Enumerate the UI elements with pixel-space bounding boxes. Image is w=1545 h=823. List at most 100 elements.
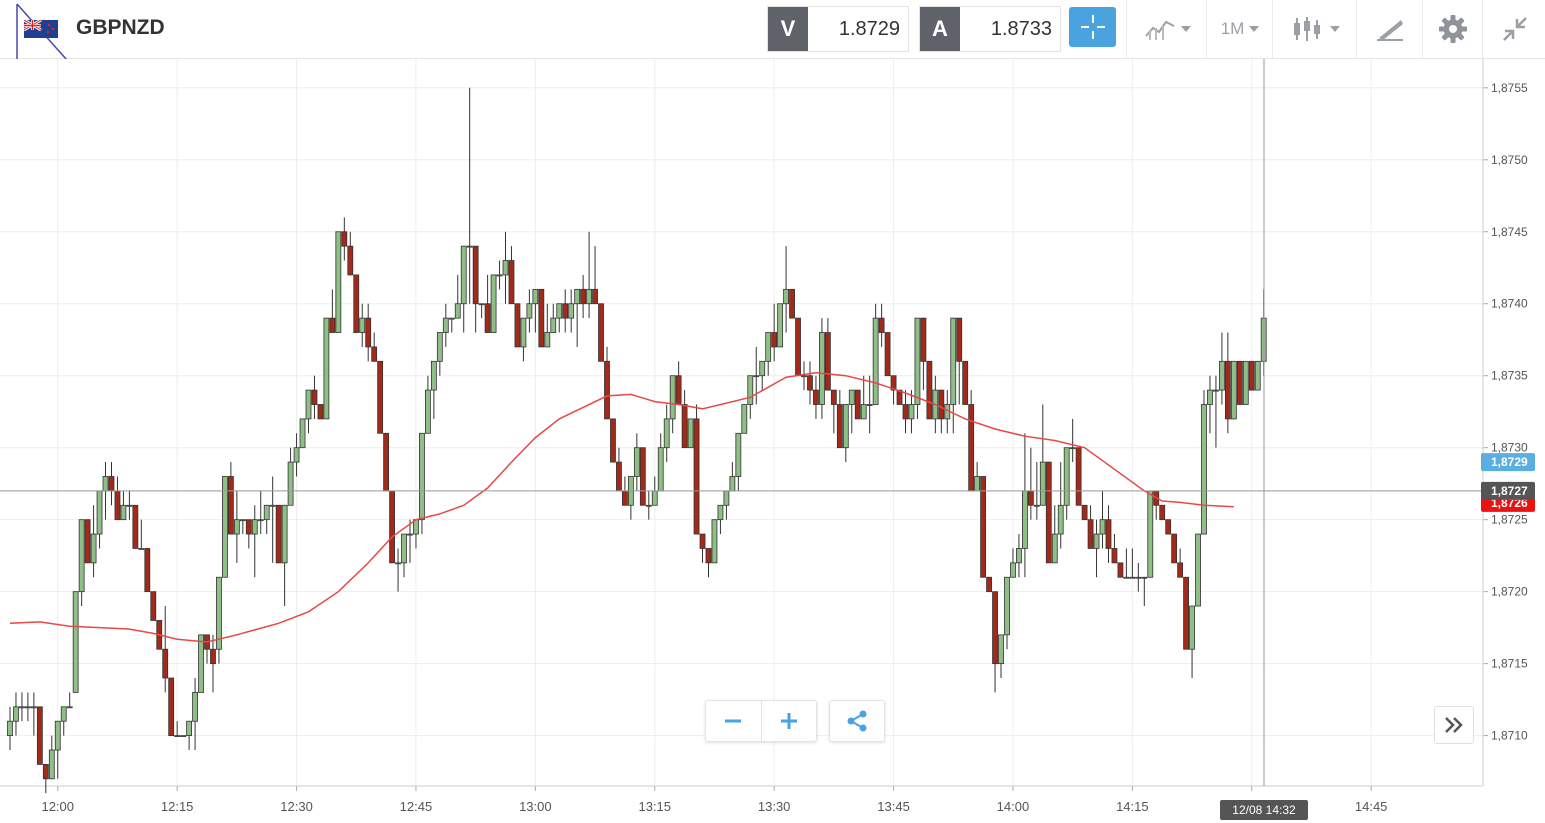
candle-body — [1207, 389, 1213, 405]
candle — [765, 332, 772, 376]
candle-body — [120, 504, 127, 521]
candle — [424, 375, 431, 434]
y-tick-label: 1,8725 — [1491, 513, 1528, 527]
candle — [1177, 548, 1184, 578]
price-chart[interactable]: 12:00 12:15 12:30 12:45 13:00 13:15 13:30 13:45… — [0, 59, 1545, 823]
candle-body — [538, 288, 545, 348]
zoom-in-button[interactable] — [760, 701, 817, 741]
candle-body — [777, 303, 784, 348]
candle — [42, 764, 49, 794]
y-tick-label: 1,8755 — [1491, 81, 1528, 95]
candle-body — [920, 317, 927, 362]
candle-body — [562, 303, 569, 319]
candle-body — [216, 576, 222, 650]
candle — [550, 303, 557, 333]
candle-body — [580, 288, 587, 305]
candle — [430, 360, 437, 419]
candle-body — [992, 591, 998, 665]
buy-label: A — [920, 7, 960, 51]
candle — [460, 245, 467, 333]
bid-price-tag — [1481, 453, 1535, 472]
candle-body — [926, 360, 933, 420]
candle-body — [645, 504, 652, 507]
buy-price-button[interactable]: A 1.8733 — [919, 6, 1061, 52]
candle — [448, 317, 455, 333]
candle — [842, 404, 849, 463]
candle-body — [478, 303, 485, 306]
chart-type-button[interactable] — [1272, 0, 1357, 58]
candle — [532, 288, 539, 333]
candle-body — [729, 476, 736, 492]
candle-body — [1010, 562, 1016, 578]
x-tick-label: 13:45 — [877, 799, 910, 814]
candle-body — [908, 404, 915, 420]
settings-button[interactable] — [1422, 0, 1483, 58]
timeframe-select[interactable]: 1M — [1206, 0, 1273, 58]
candle-body — [890, 375, 897, 391]
candle — [210, 634, 216, 693]
candle-body — [281, 504, 288, 564]
candle — [371, 332, 378, 362]
sell-price-button[interactable]: V 1.8729 — [767, 6, 909, 52]
zoom-out-button[interactable] — [706, 701, 761, 741]
candle-body — [174, 735, 181, 738]
candle — [890, 375, 897, 405]
scroll-to-latest-button[interactable] — [1434, 706, 1474, 744]
candle — [830, 389, 837, 434]
candle — [335, 231, 342, 333]
share-button[interactable] — [829, 700, 885, 742]
candle-body — [705, 548, 712, 564]
candle — [604, 346, 610, 420]
candle-body — [19, 706, 25, 709]
candle — [801, 361, 807, 391]
candle — [257, 490, 264, 535]
candle — [645, 490, 652, 520]
candle — [72, 591, 79, 693]
candle-body — [675, 375, 682, 405]
candle-body — [359, 317, 366, 333]
plus-icon — [780, 713, 797, 729]
candle — [777, 303, 784, 348]
crosshair-button[interactable] — [1069, 7, 1116, 47]
candle — [586, 231, 592, 319]
candle-body — [257, 519, 264, 522]
minus-icon — [725, 719, 742, 723]
candle-body — [269, 504, 276, 507]
candle-body — [980, 476, 987, 578]
x-tick-label: 14:45 — [1355, 799, 1388, 814]
candle-body — [1022, 490, 1028, 549]
candle — [1135, 562, 1142, 592]
candle-body — [222, 476, 228, 578]
candle — [239, 519, 246, 535]
candle — [1063, 447, 1070, 520]
candle-body — [329, 317, 336, 333]
candle — [275, 504, 282, 564]
candle — [544, 303, 551, 348]
drawing-tools-button[interactable] — [1356, 0, 1423, 58]
candle-body — [305, 389, 312, 420]
candle — [293, 433, 300, 477]
candle — [1219, 332, 1225, 405]
candle — [705, 548, 712, 578]
candle — [1207, 375, 1213, 434]
candle — [681, 390, 688, 449]
collapse-button[interactable] — [1482, 0, 1545, 58]
candle-body — [681, 404, 688, 449]
candle-body — [1135, 576, 1142, 579]
candle — [317, 404, 324, 420]
candle — [610, 418, 616, 463]
candle — [1230, 360, 1237, 420]
candle-body — [1189, 605, 1195, 650]
candle-body — [866, 404, 873, 406]
indicators-button[interactable] — [1126, 0, 1207, 58]
candle — [311, 375, 318, 419]
candle-body — [1195, 533, 1201, 607]
candle — [789, 288, 795, 319]
candle — [466, 87, 473, 304]
candle — [419, 432, 425, 535]
x-tick-label: 13:00 — [519, 799, 552, 814]
candle-body — [896, 389, 903, 405]
share-icon — [847, 710, 867, 732]
candle-body — [1165, 519, 1172, 535]
candle — [1213, 375, 1219, 448]
